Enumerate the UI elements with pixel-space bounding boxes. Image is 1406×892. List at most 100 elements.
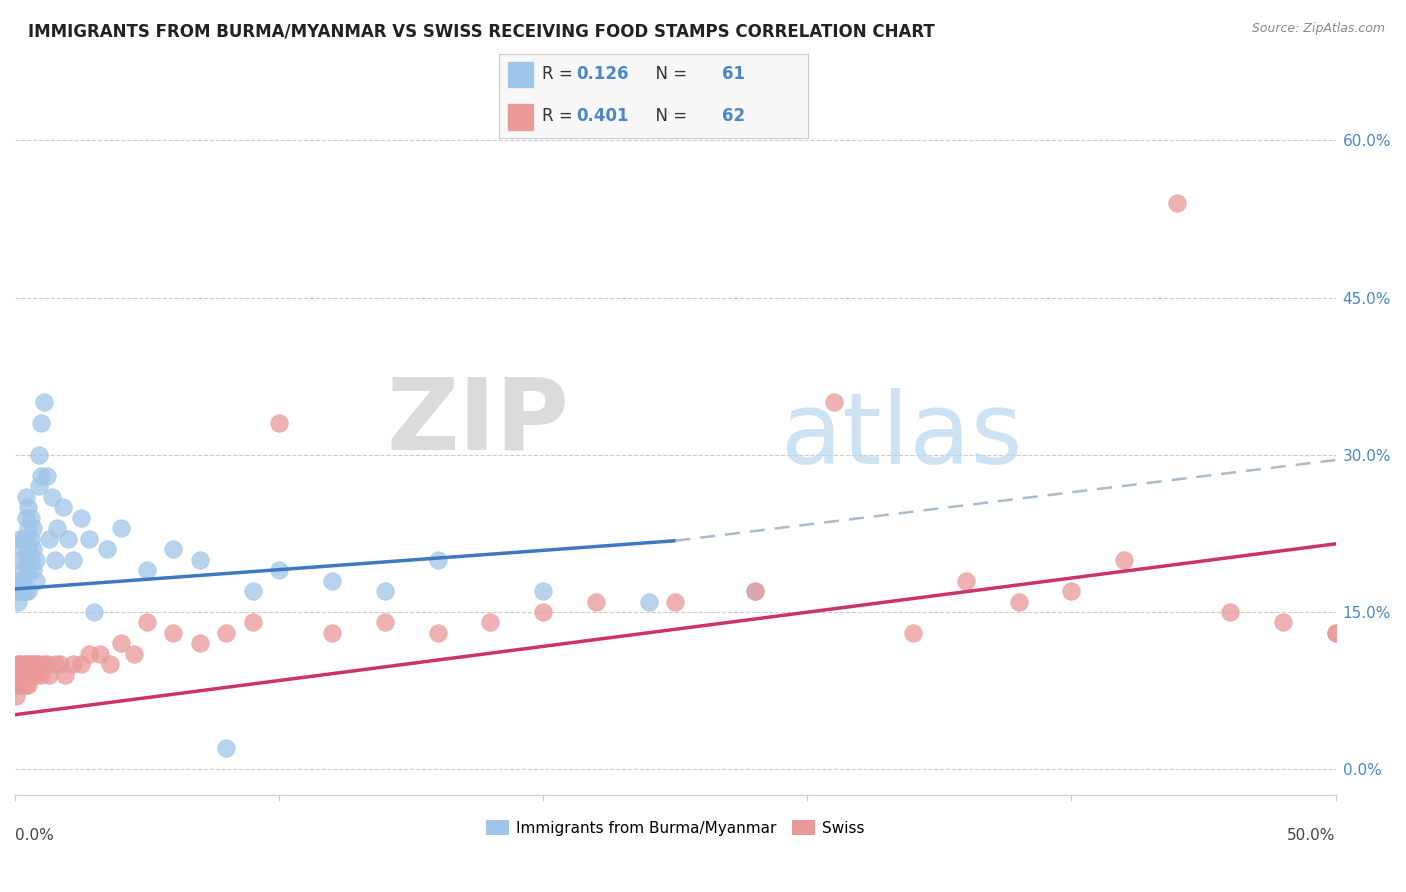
- Point: [96, 542, 118, 557]
- Text: IMMIGRANTS FROM BURMA/MYANMAR VS SWISS RECEIVING FOOD STAMPS CORRELATION CHART: IMMIGRANTS FROM BURMA/MYANMAR VS SWISS R…: [28, 22, 935, 40]
- Point: [7, 678, 30, 692]
- Point: [49, 657, 72, 672]
- Point: [14, 532, 37, 546]
- Point: [8, 552, 31, 566]
- Point: [30, 468, 52, 483]
- Point: [17, 521, 39, 535]
- Point: [89, 647, 111, 661]
- Point: [62, 552, 84, 566]
- Text: N =: N =: [644, 107, 692, 125]
- Point: [426, 626, 449, 640]
- Point: [20, 657, 42, 672]
- Text: N =: N =: [644, 65, 692, 83]
- Point: [14, 668, 37, 682]
- Point: [188, 636, 211, 650]
- Point: [7, 574, 30, 588]
- Point: [17, 500, 39, 515]
- Point: [25, 574, 48, 588]
- Point: [22, 657, 45, 672]
- Point: [11, 542, 34, 557]
- Point: [7, 657, 30, 672]
- Point: [70, 510, 93, 524]
- Legend: Immigrants from Burma/Myanmar, Swiss: Immigrants from Burma/Myanmar, Swiss: [479, 814, 872, 842]
- Point: [77, 532, 100, 546]
- Point: [242, 615, 264, 630]
- Point: [14, 490, 37, 504]
- Point: [41, 490, 63, 504]
- Point: [17, 542, 39, 557]
- Point: [44, 657, 66, 672]
- Point: [20, 532, 42, 546]
- Point: [321, 626, 343, 640]
- Point: [8, 584, 31, 599]
- Point: [479, 615, 502, 630]
- Point: [32, 395, 55, 409]
- Point: [32, 657, 55, 672]
- Text: atlas: atlas: [780, 388, 1022, 485]
- Bar: [509, 104, 533, 130]
- Text: 0.126: 0.126: [576, 65, 628, 83]
- Text: Source: ZipAtlas.com: Source: ZipAtlas.com: [1251, 22, 1385, 36]
- Point: [744, 584, 766, 599]
- Point: [110, 636, 132, 650]
- Text: 61: 61: [721, 65, 745, 83]
- Point: [664, 594, 686, 608]
- Point: [215, 741, 238, 756]
- Point: [14, 510, 37, 524]
- Point: [188, 552, 211, 566]
- Point: [136, 563, 159, 577]
- Point: [11, 584, 34, 599]
- Point: [215, 626, 238, 640]
- Point: [14, 678, 37, 692]
- Point: [744, 584, 766, 599]
- Point: [1007, 594, 1029, 608]
- Point: [14, 657, 37, 672]
- Point: [11, 657, 34, 672]
- Point: [22, 563, 45, 577]
- Point: [46, 521, 69, 535]
- Point: [11, 668, 34, 682]
- Point: [38, 668, 60, 682]
- Point: [28, 448, 51, 462]
- Point: [269, 563, 291, 577]
- Point: [637, 594, 659, 608]
- Text: R =: R =: [543, 107, 578, 125]
- Point: [14, 584, 37, 599]
- Point: [62, 657, 84, 672]
- Point: [30, 417, 52, 431]
- Point: [321, 574, 343, 588]
- Point: [531, 584, 554, 599]
- Point: [17, 563, 39, 577]
- Point: [7, 584, 30, 599]
- Point: [1271, 615, 1294, 630]
- Point: [242, 584, 264, 599]
- Point: [25, 657, 48, 672]
- Point: [901, 626, 924, 640]
- Point: [30, 668, 52, 682]
- Point: [98, 657, 121, 672]
- Point: [28, 479, 51, 493]
- Point: [11, 678, 34, 692]
- Point: [426, 552, 449, 566]
- Point: [7, 594, 30, 608]
- Point: [136, 615, 159, 630]
- Point: [8, 574, 31, 588]
- Point: [25, 552, 48, 566]
- Point: [269, 417, 291, 431]
- Point: [531, 605, 554, 619]
- Point: [1324, 626, 1347, 640]
- Point: [22, 521, 45, 535]
- Point: [28, 657, 51, 672]
- Point: [70, 657, 93, 672]
- Point: [44, 552, 66, 566]
- Point: [22, 542, 45, 557]
- Point: [1114, 552, 1136, 566]
- Point: [35, 657, 58, 672]
- Point: [162, 626, 184, 640]
- Point: [162, 542, 184, 557]
- Point: [6, 689, 28, 703]
- Point: [1166, 196, 1188, 211]
- Point: [110, 521, 132, 535]
- Point: [17, 584, 39, 599]
- Point: [585, 594, 607, 608]
